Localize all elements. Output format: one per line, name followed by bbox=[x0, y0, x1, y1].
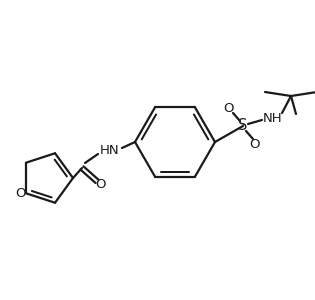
Text: NH: NH bbox=[263, 112, 283, 124]
Text: S: S bbox=[238, 118, 248, 134]
Text: O: O bbox=[250, 137, 260, 151]
Text: O: O bbox=[16, 187, 26, 200]
Text: O: O bbox=[95, 178, 105, 190]
Text: O: O bbox=[224, 101, 234, 115]
Text: HN: HN bbox=[100, 143, 120, 157]
